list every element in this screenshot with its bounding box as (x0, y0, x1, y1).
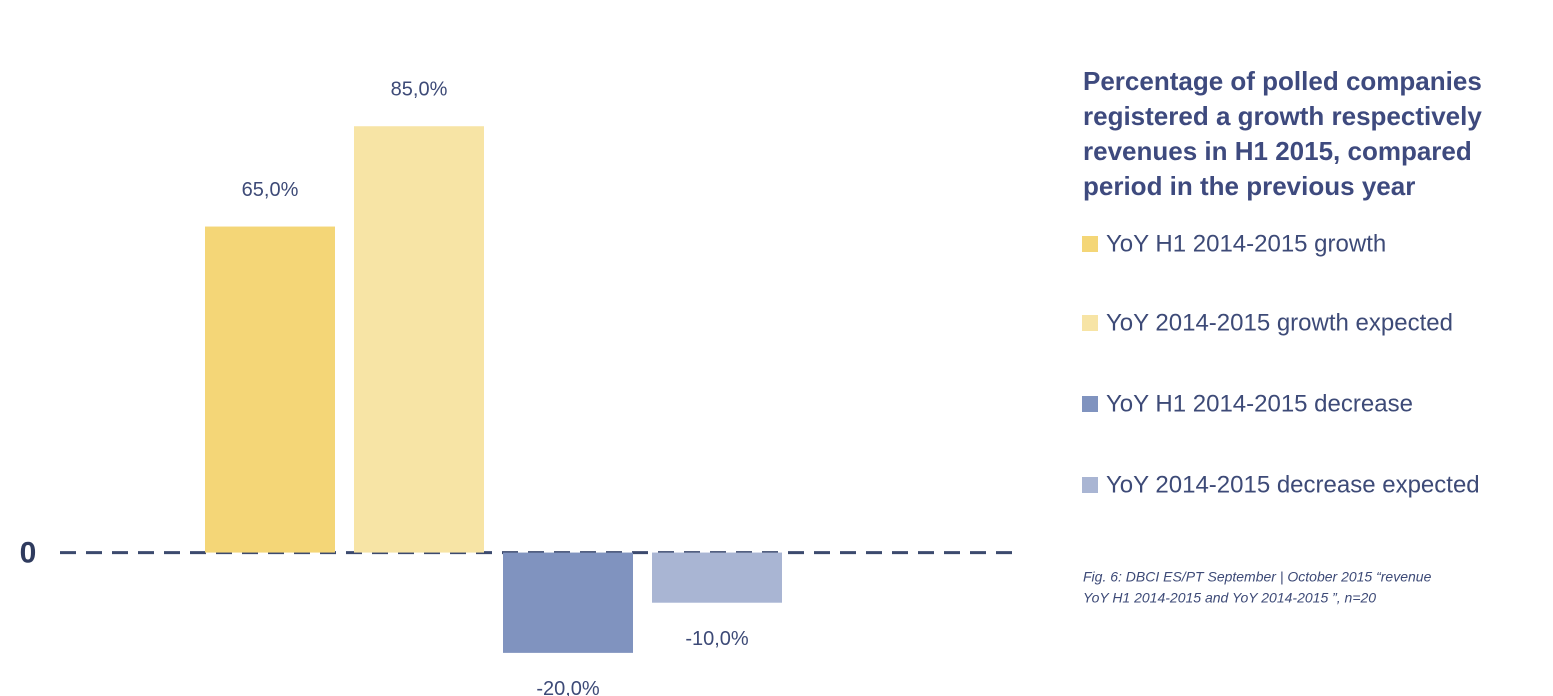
legend-label: YoY H1 2014-2015 growth (1106, 230, 1386, 257)
chart-title: revenues in H1 2015, compared (1083, 136, 1472, 166)
bar (503, 552, 633, 653)
source-note: YoY H1 2014-2015 and YoY 2014-2015 ”, n=… (1083, 590, 1376, 606)
legend-swatch (1082, 477, 1098, 493)
bar (354, 126, 484, 553)
bar (652, 552, 782, 603)
bar (205, 226, 335, 553)
y-tick-label: 0 (20, 536, 37, 569)
legend-swatch (1082, 236, 1098, 252)
legend-label: YoY 2014-2015 decrease expected (1106, 471, 1480, 498)
legend-label: YoY H1 2014-2015 decrease (1106, 390, 1413, 417)
value-label: 85,0% (391, 79, 448, 101)
legend-swatch (1082, 396, 1098, 412)
chart-title: registered a growth respectively (1083, 101, 1482, 131)
value-label: -10,0% (685, 628, 749, 650)
value-label: 65,0% (242, 179, 299, 201)
chart-title: Percentage of polled companies (1083, 66, 1482, 96)
legend-swatch (1082, 315, 1098, 331)
source-note: Fig. 6: DBCI ES/PT September | October 2… (1083, 569, 1432, 585)
value-label: -20,0% (536, 678, 600, 696)
chart-title: period in the previous year (1083, 171, 1415, 201)
legend-label: YoY 2014-2015 growth expected (1106, 309, 1453, 336)
